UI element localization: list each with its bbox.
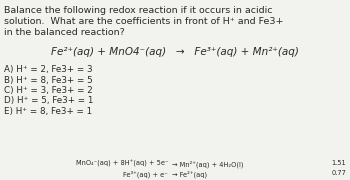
Text: Balance the following redox reaction if it occurs in acidic: Balance the following redox reaction if … — [4, 6, 273, 15]
Text: C) H⁺ = 3, Fe3+ = 2: C) H⁺ = 3, Fe3+ = 2 — [4, 86, 93, 95]
Text: → Fe²⁺(aq): → Fe²⁺(aq) — [172, 170, 207, 177]
Text: Fe³⁺(aq) + e⁻: Fe³⁺(aq) + e⁻ — [123, 170, 168, 177]
Text: → Mn²⁺(aq) + 4H₂O(l): → Mn²⁺(aq) + 4H₂O(l) — [172, 160, 244, 168]
Text: B) H⁺ = 8, Fe3+ = 5: B) H⁺ = 8, Fe3+ = 5 — [4, 75, 93, 84]
Text: solution.  What are the coefficients in front of H⁺ and Fe3+: solution. What are the coefficients in f… — [4, 17, 284, 26]
Text: 0.77: 0.77 — [331, 170, 346, 176]
Text: D) H⁺ = 5, Fe3+ = 1: D) H⁺ = 5, Fe3+ = 1 — [4, 96, 93, 105]
Text: E) H⁺ = 8, Fe3+ = 1: E) H⁺ = 8, Fe3+ = 1 — [4, 107, 92, 116]
Text: in the balanced reaction?: in the balanced reaction? — [4, 28, 125, 37]
Text: MnO₄⁻(aq) + 8H⁺(aq) + 5e⁻: MnO₄⁻(aq) + 8H⁺(aq) + 5e⁻ — [76, 160, 168, 167]
Text: Fe²⁺(aq) + MnO4⁻(aq)   →   Fe³⁺(aq) + Mn²⁺(aq): Fe²⁺(aq) + MnO4⁻(aq) → Fe³⁺(aq) + Mn²⁺(a… — [51, 47, 299, 57]
Text: A) H⁺ = 2, Fe3+ = 3: A) H⁺ = 2, Fe3+ = 3 — [4, 65, 93, 74]
Text: 1.51: 1.51 — [331, 160, 346, 166]
